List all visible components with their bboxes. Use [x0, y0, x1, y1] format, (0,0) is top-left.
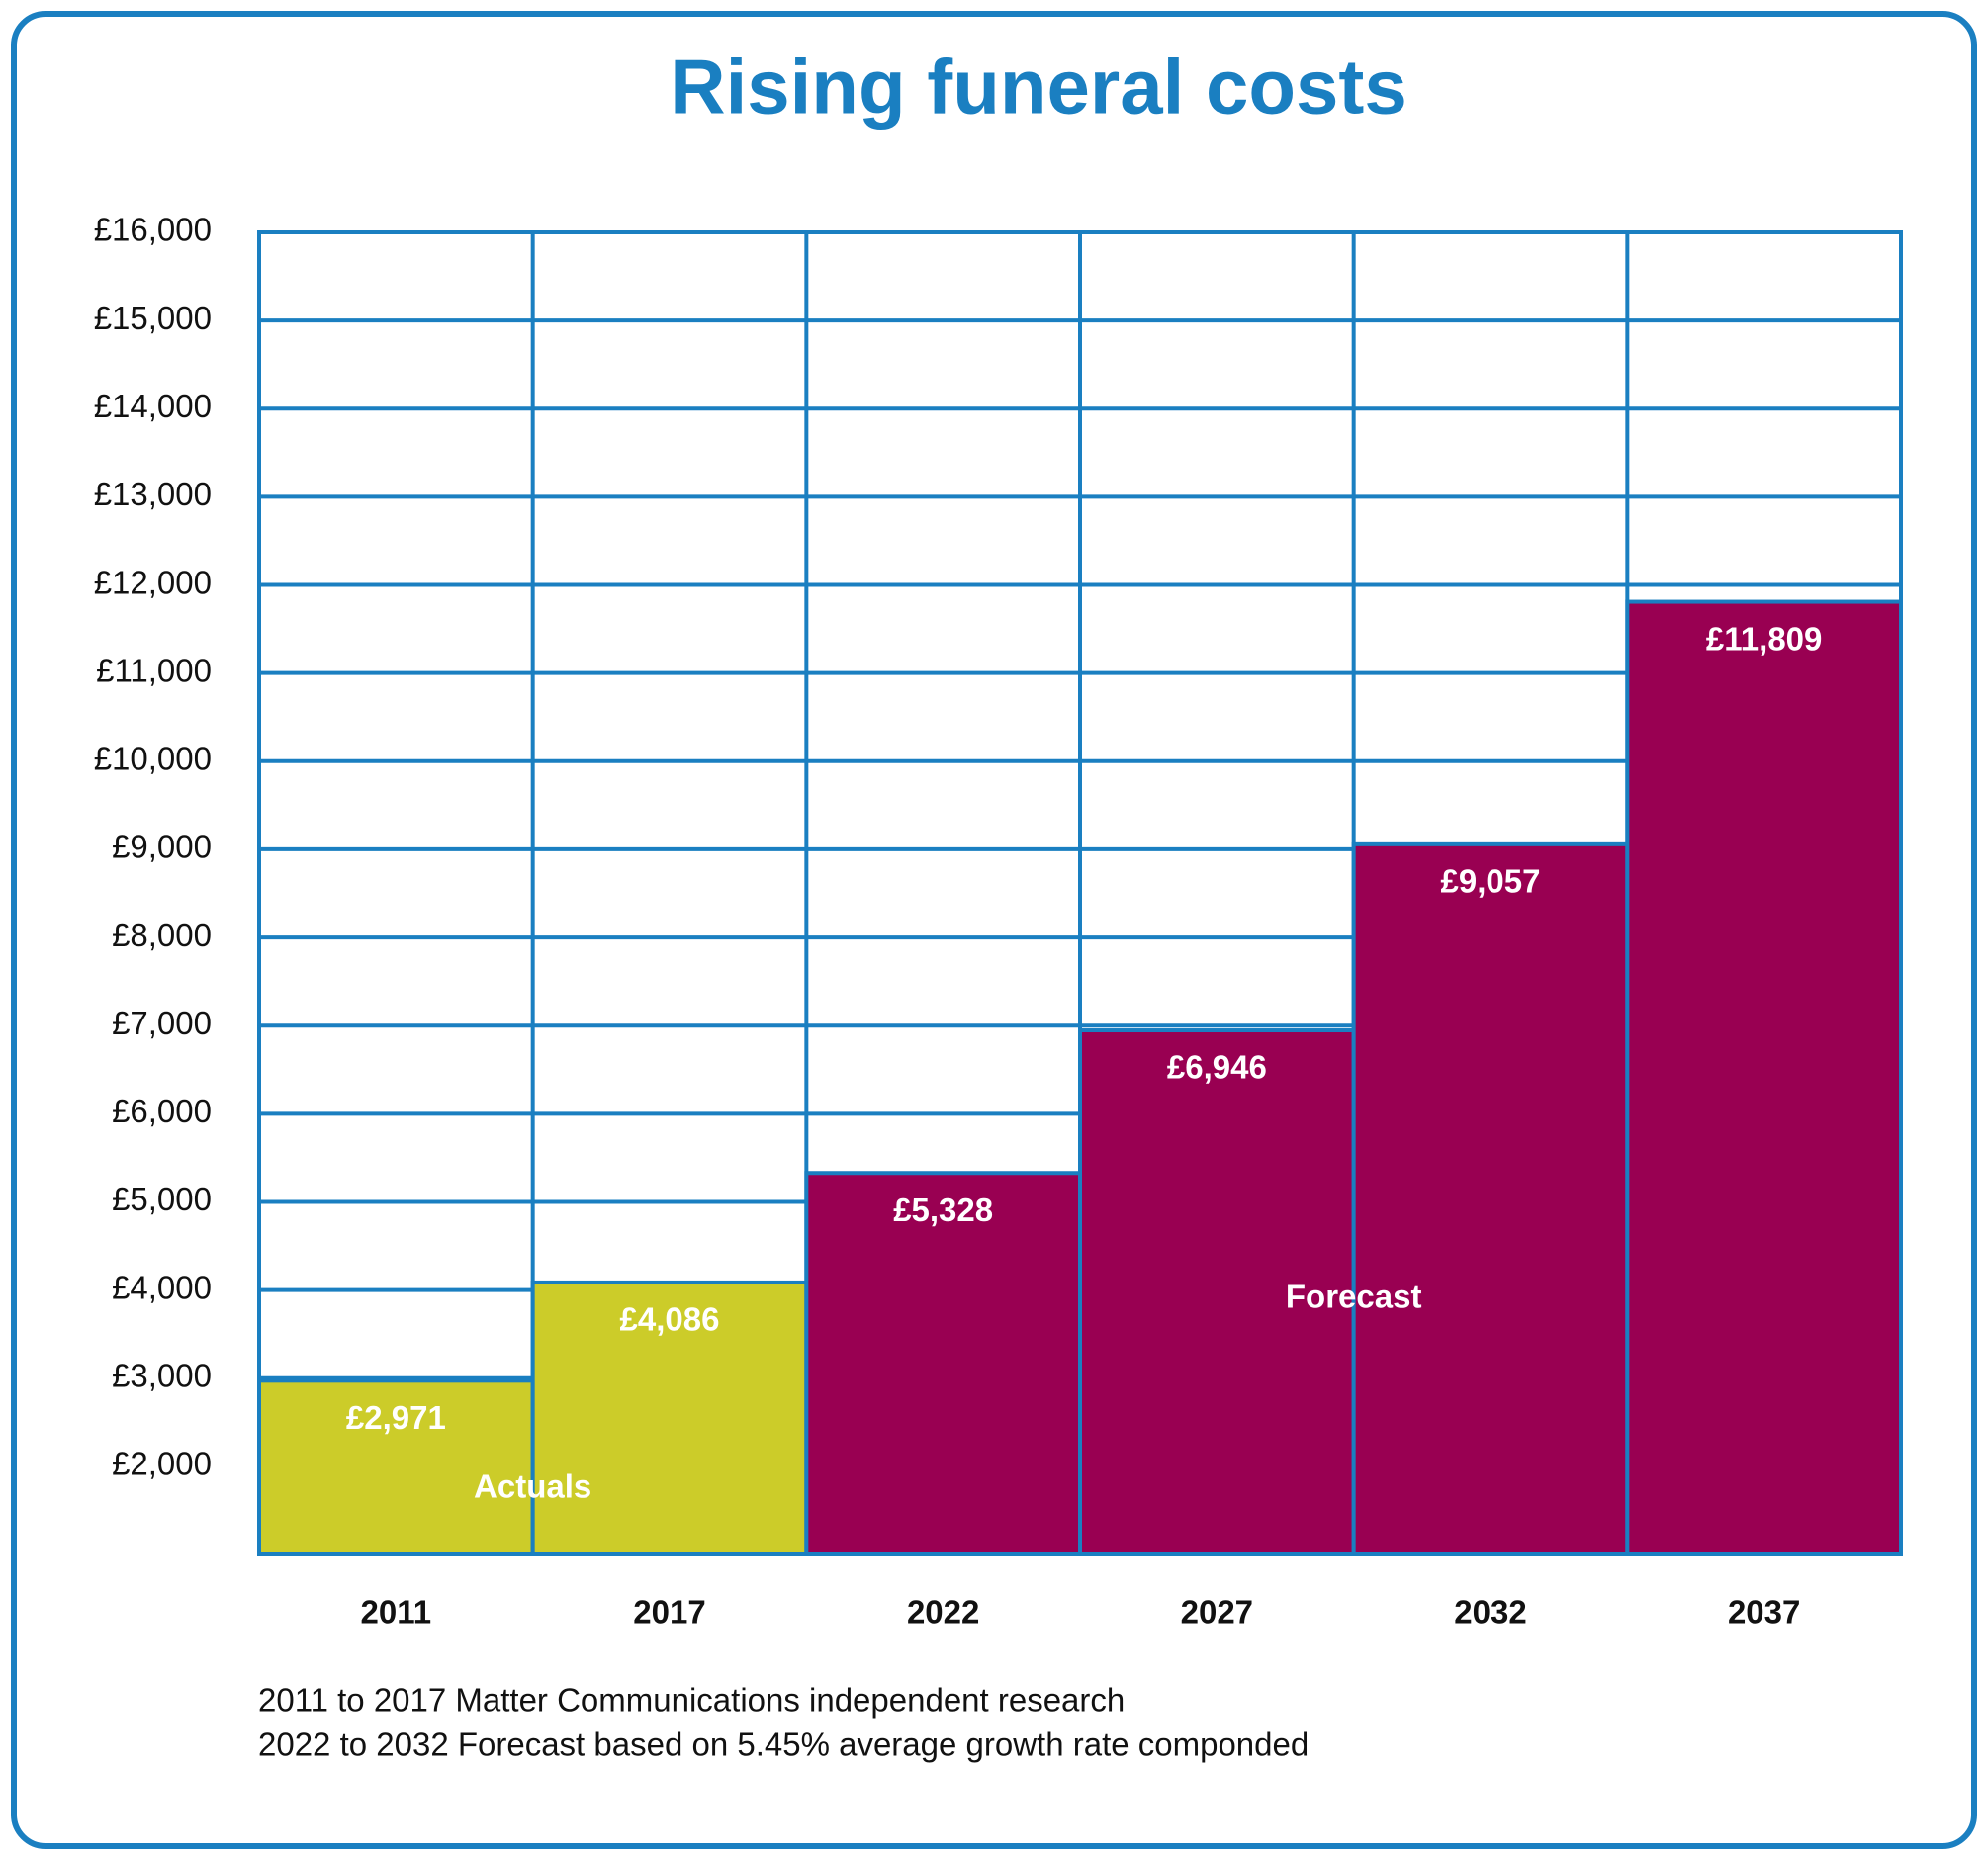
- series-label: Actuals: [474, 1468, 591, 1505]
- y-tick-label: £16,000: [94, 212, 212, 248]
- y-tick-label: £8,000: [112, 917, 212, 953]
- value-label: £2,971: [346, 1399, 446, 1436]
- value-label: £4,086: [620, 1301, 720, 1338]
- x-tick-label: 2017: [633, 1594, 705, 1631]
- bar: [804, 1171, 1082, 1557]
- note: 2022 to 2032 Forecast based on 5.45% ave…: [258, 1727, 1309, 1763]
- bar: [1351, 841, 1630, 1556]
- chart-title: Rising funeral costs: [670, 44, 1407, 131]
- bar: [530, 1280, 809, 1557]
- value-label: £5,328: [893, 1192, 993, 1228]
- value-label: £9,057: [1441, 863, 1541, 900]
- y-tick-label: £4,000: [112, 1269, 212, 1305]
- y-tick-label: £12,000: [94, 564, 212, 600]
- x-tick-label: 2037: [1728, 1594, 1800, 1631]
- y-tick-label: £13,000: [94, 476, 212, 512]
- y-tick-label: £11,000: [96, 652, 212, 688]
- y-tick-label: £6,000: [112, 1093, 212, 1129]
- x-tick-label: 2011: [361, 1594, 432, 1631]
- y-tick-label: £14,000: [94, 388, 212, 424]
- y-tick-label: £3,000: [112, 1357, 212, 1393]
- y-tick-label: £9,000: [112, 829, 212, 865]
- note: 2011 to 2017 Matter Communications indep…: [258, 1682, 1125, 1719]
- x-tick-label: 2027: [1181, 1594, 1253, 1631]
- plot-border: [257, 230, 1903, 1556]
- value-label: £6,946: [1167, 1049, 1267, 1086]
- y-tick-label: £15,000: [94, 300, 212, 336]
- y-tick-label: £7,000: [112, 1005, 212, 1041]
- value-label: £11,809: [1706, 620, 1822, 657]
- series-label: Forecast: [1286, 1279, 1422, 1315]
- bar: [1625, 599, 1904, 1556]
- y-tick-label: £5,000: [112, 1181, 212, 1217]
- y-tick-label: £10,000: [94, 741, 212, 777]
- y-tick-label: £2,000: [112, 1446, 212, 1482]
- x-tick-label: 2022: [907, 1594, 979, 1631]
- x-tick-label: 2032: [1454, 1594, 1526, 1631]
